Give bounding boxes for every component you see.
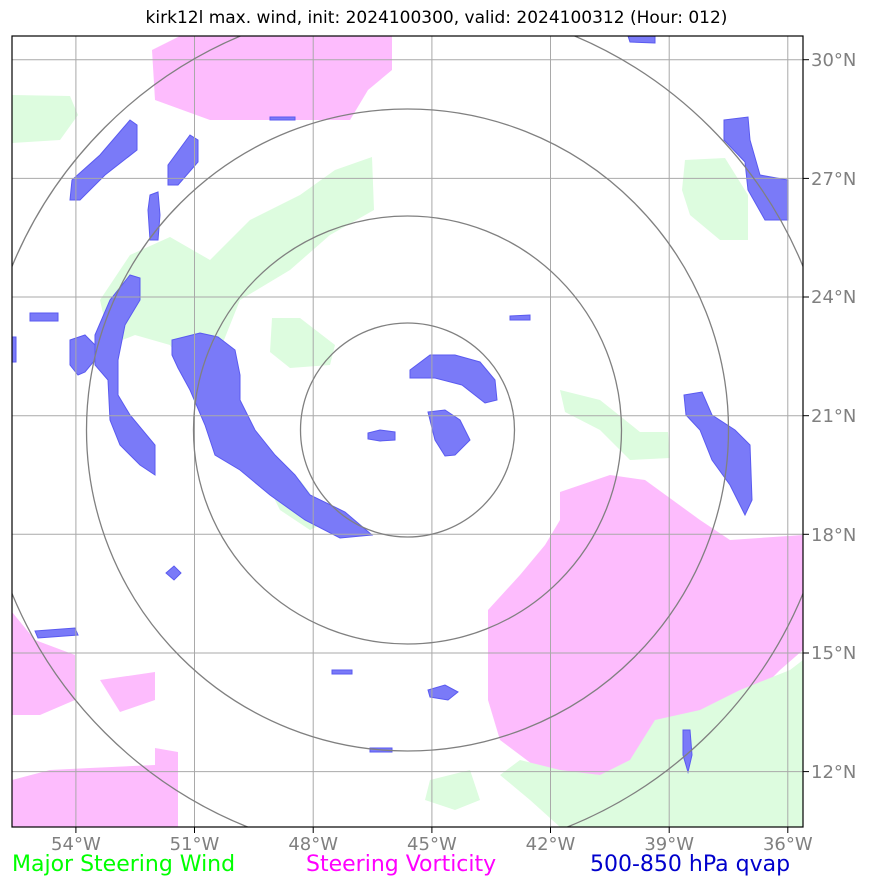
qvap-area-1	[69, 119, 138, 201]
qvap-area-17	[682, 729, 693, 774]
qvap-area-10	[29, 312, 59, 322]
range-ring-1	[299, 322, 516, 538]
qvap-area-9	[683, 391, 753, 517]
wind-area-northwest	[12, 95, 78, 143]
lat-label: 18°N	[811, 525, 856, 546]
lon-label: 42°W	[526, 834, 576, 855]
qvap-band-main	[171, 332, 374, 539]
qvap-area-20	[269, 116, 296, 121]
lat-label: 21°N	[811, 406, 856, 427]
qvap-area-11	[12, 336, 17, 363]
lon-label: 45°W	[407, 834, 457, 855]
qvap-area-14	[427, 684, 459, 701]
lon-label: 54°W	[51, 834, 101, 855]
wind-area-south	[425, 770, 480, 810]
vorticity-area-south	[100, 672, 155, 712]
wind-area-center-left	[270, 318, 335, 368]
wind-area-southeast	[500, 660, 803, 827]
wind-area-northeast	[682, 158, 748, 240]
latitude-labels: 30°N 27°N 24°N 21°N 18°N 15°N 12°N	[811, 50, 856, 783]
lat-label: 15°N	[811, 643, 856, 664]
lat-label: 27°N	[811, 169, 856, 190]
qvap-area-5	[409, 354, 498, 404]
vorticity-area-southwest-lower	[12, 748, 178, 827]
lon-label: 48°W	[288, 834, 338, 855]
lat-label: 12°N	[811, 762, 856, 783]
qvap-area-12	[165, 565, 182, 581]
lon-label: 39°W	[644, 834, 694, 855]
vorticity-area-north	[152, 36, 392, 120]
qvap-area-7	[367, 429, 396, 442]
qvap-area-6	[427, 409, 471, 457]
map-frame	[11, 35, 804, 828]
qvap-field	[12, 36, 789, 774]
lon-label: 51°W	[170, 834, 220, 855]
wind-area-east	[560, 390, 670, 460]
range-rings	[12, 36, 803, 827]
qvap-band-west	[94, 274, 156, 476]
lat-label: 24°N	[811, 287, 856, 308]
axis-ticks	[75, 59, 809, 833]
qvap-area-2	[167, 134, 199, 186]
qvap-area-18	[627, 36, 656, 44]
lon-label: 36°W	[763, 834, 813, 855]
legend-qvap: 500-850 hPa qvap	[590, 852, 791, 877]
graticule	[12, 36, 803, 827]
legend-steering-wind: Major Steering Wind	[12, 852, 236, 877]
qvap-area-13	[34, 627, 79, 639]
lat-label: 30°N	[811, 50, 856, 71]
qvap-area-3	[147, 191, 161, 241]
longitude-labels: 54°W 51°W 48°W 45°W 42°W 39°W 36°W	[51, 834, 813, 855]
qvap-area-16	[509, 314, 531, 321]
legend-steering-vorticity: Steering Vorticity	[306, 852, 497, 877]
qvap-area-4	[69, 334, 96, 376]
qvap-area-15	[331, 669, 353, 675]
range-ring-2	[192, 215, 623, 645]
steering-wind-field	[12, 95, 803, 827]
range-ring-3	[85, 108, 730, 752]
vorticity-area-southwest	[12, 612, 75, 715]
map-title: kirk12l max. wind, init: 2024100300, val…	[145, 8, 728, 28]
wind-area-central-band	[100, 157, 374, 395]
